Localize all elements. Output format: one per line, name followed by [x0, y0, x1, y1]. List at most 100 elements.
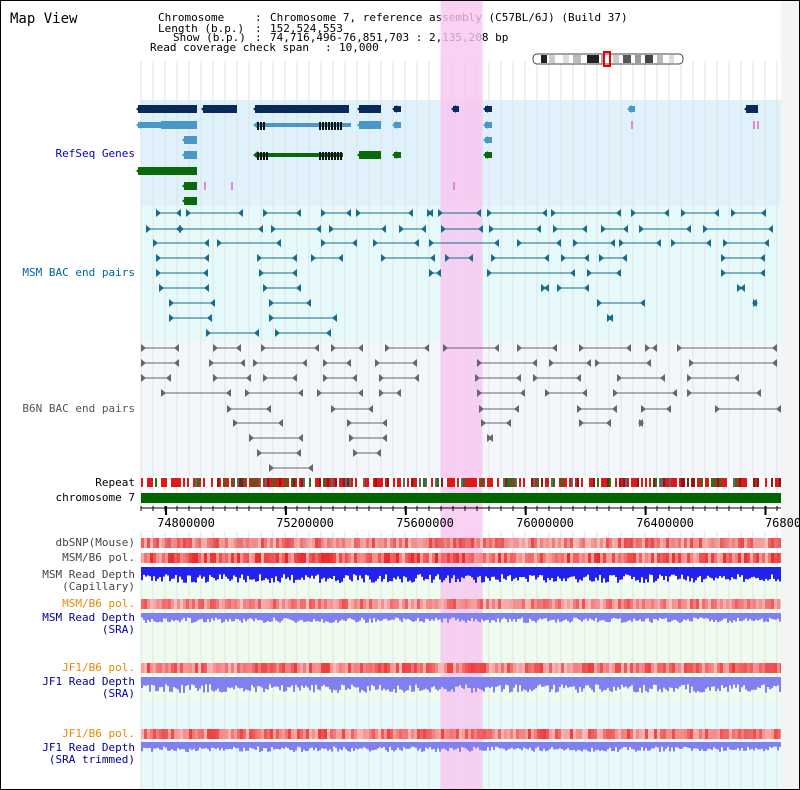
repeat-element: [745, 478, 747, 487]
repeat-element: [591, 478, 593, 487]
msm-bac-pair-end: [321, 239, 326, 247]
jf1-trim-depth-bar: [535, 742, 537, 749]
pol-band: [393, 663, 396, 673]
repeat-element: [675, 478, 677, 487]
pol-band: [426, 553, 429, 563]
jf1-sra-depth-bar: [467, 677, 469, 688]
msm-capillary-depth-bar: [689, 567, 691, 582]
pol-band: [294, 599, 297, 609]
msm-capillary-depth-bar: [773, 567, 775, 579]
msm-capillary-depth-bar: [261, 567, 263, 581]
repeat-element: [379, 478, 381, 487]
msm-capillary-depth-bar: [163, 567, 165, 577]
pol-band: [225, 663, 228, 673]
jf1-trim-depth-bar: [473, 742, 475, 747]
msm-sra-depth-bar: [495, 613, 497, 623]
repeat-element: [531, 478, 533, 487]
jf1-sra-depth-bar: [379, 677, 381, 685]
pol-band: [759, 599, 762, 609]
jf1-trim-depth-bar: [553, 742, 555, 750]
msm-capillary-depth-bar: [343, 567, 345, 579]
pol-band: [477, 599, 480, 609]
pol-band: [153, 729, 156, 739]
pol-band: [246, 553, 249, 563]
jf1-sra-depth-bar: [665, 677, 667, 690]
repeat-element: [175, 478, 177, 487]
msm-sra-depth-bar: [191, 613, 193, 623]
jf1-trim-depth-bar: [143, 742, 145, 748]
jf1-trim-depth-bar: [403, 742, 405, 748]
jf1-trim-depth-bar: [173, 742, 175, 751]
jf1-sra-depth-bar: [629, 677, 631, 687]
b6n-bac-label[interactable]: B6N BAC end pairs: [22, 402, 135, 415]
jf1-trim-depth-bar: [559, 742, 561, 749]
b6n-bac-pair-end: [253, 359, 258, 367]
jf1-trim-depth-bar: [431, 742, 433, 750]
jf1-trim-depth-bar: [201, 742, 203, 749]
jf1-sra-depth-bar: [317, 677, 319, 690]
dbsnp-band: [603, 538, 606, 548]
msm-bac-pair-end: [338, 254, 343, 262]
dbsnp-band: [462, 538, 465, 548]
repeat-element: [519, 478, 521, 487]
jf1-sra-depth-bar: [553, 677, 555, 685]
pol-band: [588, 729, 591, 739]
msm-capillary-depth-bar: [687, 567, 689, 577]
repeat-element: [159, 478, 161, 487]
msm-bac-pair-end: [639, 225, 644, 233]
pol-band: [765, 553, 768, 563]
pol-band: [351, 663, 354, 673]
jf1-trim-depth-bar: [261, 742, 263, 752]
pol-band: [609, 599, 612, 609]
pol-band: [174, 663, 177, 673]
msm-capillary-depth-bar: [423, 567, 425, 581]
pol-band: [606, 553, 609, 563]
jf1-trim-depth-bar: [613, 742, 615, 752]
jf1-sra-depth-bar: [533, 677, 535, 690]
dbsnp-band: [324, 538, 327, 548]
dbsnp-band: [573, 538, 576, 548]
pol-band: [747, 729, 750, 739]
b6n-bac-pair-end: [298, 434, 303, 442]
pol-band: [351, 553, 354, 563]
msm-sra-depth-bar: [325, 613, 327, 622]
pol-band: [165, 663, 168, 673]
pol-band: [585, 663, 588, 673]
pol-band: [756, 599, 759, 609]
pol-band: [399, 729, 402, 739]
pol-band: [156, 663, 159, 673]
pol-band: [288, 599, 291, 609]
msm-bac-label[interactable]: MSM BAC end pairs: [22, 266, 135, 279]
jf1-sra-depth-bar: [413, 677, 415, 692]
jf1-trim-depth-bar: [283, 742, 285, 749]
pol-band: [657, 729, 660, 739]
pol-band: [150, 553, 153, 563]
repeat-label: Repeat: [95, 476, 135, 489]
dbsnp-band: [693, 538, 696, 548]
msm-bac-pair-end: [352, 239, 357, 247]
pol-band: [462, 729, 465, 739]
msm-capillary-depth-bar: [481, 567, 483, 583]
msm-capillary-depth-bar: [405, 567, 407, 578]
msm-sra-depth-bar: [383, 613, 385, 620]
repeat-element: [521, 478, 523, 487]
refseq-genes-label[interactable]: RefSeq Genes: [55, 147, 135, 160]
repeat-element: [689, 478, 691, 487]
msm-sra-depth-bar: [311, 613, 313, 622]
refseq-gene-arrow: [182, 151, 187, 159]
msm-bac-pair-end: [752, 299, 757, 307]
repeat-element: [431, 478, 433, 487]
repeat-element: [631, 478, 633, 487]
pol-band: [183, 553, 186, 563]
jf1-trim-depth-bar: [453, 742, 455, 750]
dbsnp-band: [453, 538, 456, 548]
pol-band: [405, 599, 408, 609]
repeat-element: [457, 478, 459, 487]
dbsnp-band: [687, 538, 690, 548]
pol-band: [687, 663, 690, 673]
msm-capillary-depth-bar: [605, 567, 607, 583]
msm-sra-depth-bar: [225, 613, 227, 620]
msm-sra-depth-bar: [763, 613, 765, 623]
msm-sra-depth-bar: [565, 613, 567, 620]
